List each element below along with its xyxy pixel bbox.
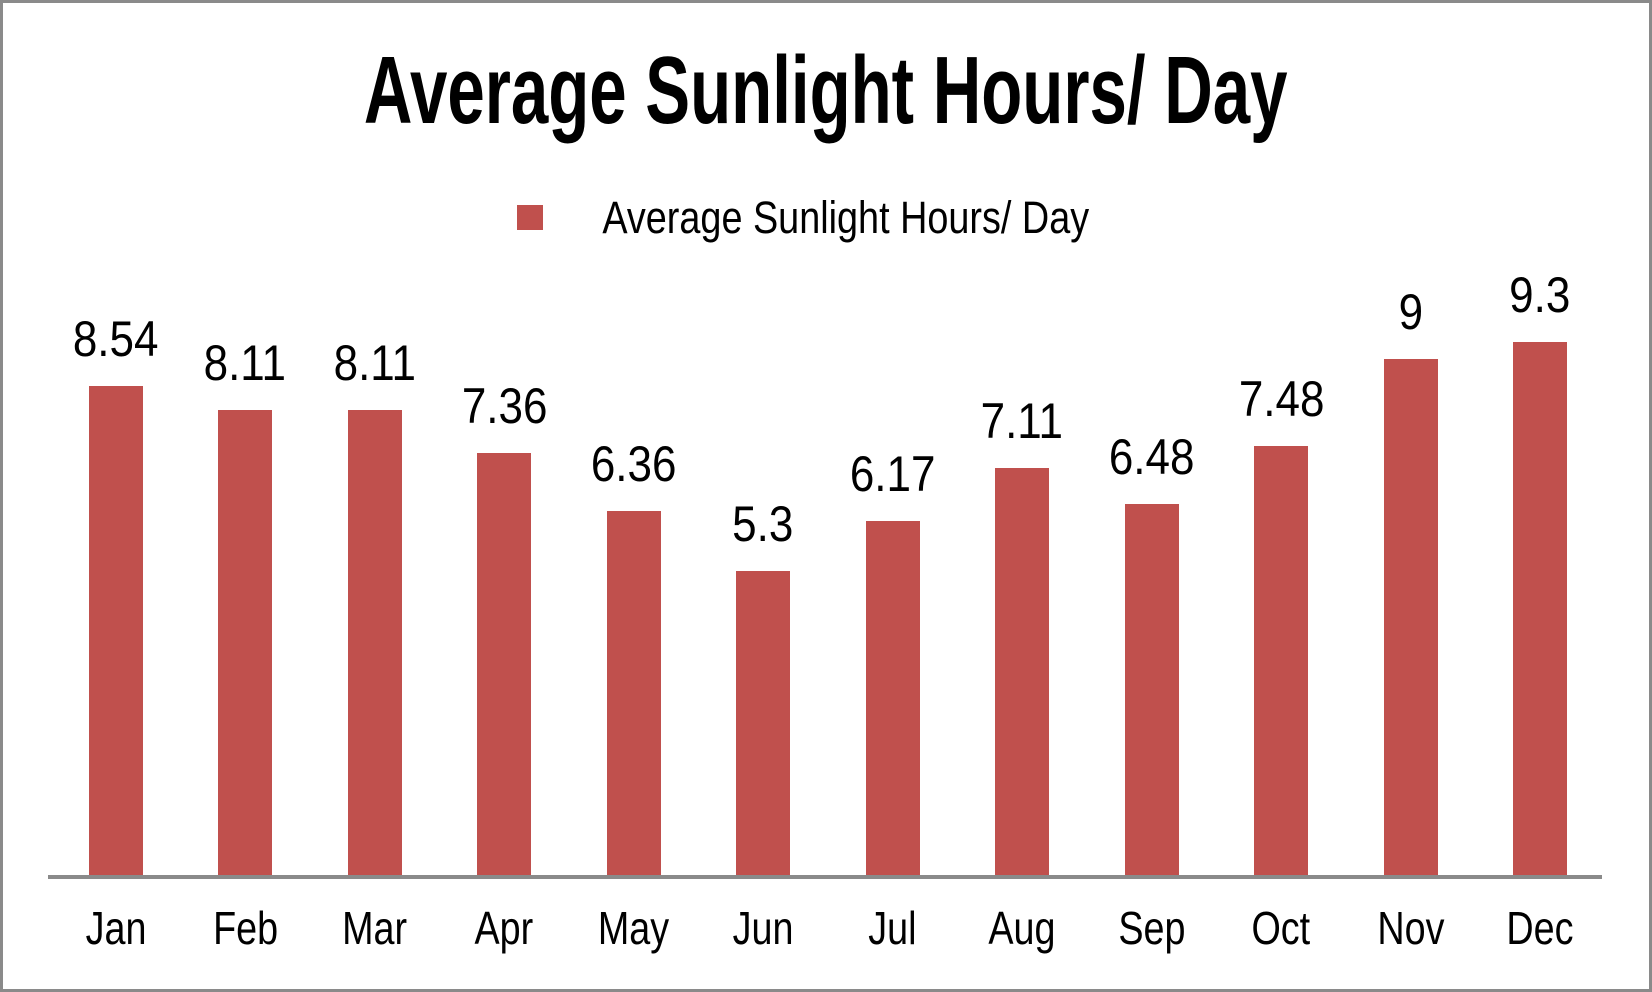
bar-column-nov: 9 <box>1346 255 1476 875</box>
bar-apr <box>477 453 532 875</box>
plot-area: 8.54 8.11 8.11 7.36 6.36 5.3 6.17 7.11 6.48 7.48 9… <box>51 255 1605 875</box>
bar-column-sep: 6.48 <box>1087 255 1217 875</box>
bar-jan <box>88 386 143 875</box>
x-axis-label-jan: Jan <box>85 902 147 954</box>
bar-column-apr: 7.36 <box>440 255 570 875</box>
x-axis-labels: Jan Feb Mar Apr May Jun Jul Aug Sep Oct Nov Dec <box>51 905 1605 951</box>
bar-aug <box>995 468 1050 875</box>
bar-jul <box>865 521 920 875</box>
chart-title: Average Sunlight Hours/ Day <box>3 43 1649 139</box>
bar-value-label: 5.3 <box>732 496 794 552</box>
bar-column-mar: 8.11 <box>310 255 440 875</box>
bar-value-label: 7.36 <box>461 378 548 434</box>
bar-column-dec: 9.3 <box>1476 255 1606 875</box>
x-axis-label-jun: Jun <box>732 902 794 954</box>
x-axis-label-mar: Mar <box>342 902 408 954</box>
x-axis-label-jul: Jul <box>868 902 917 954</box>
bar-value-label: 6.48 <box>1108 429 1195 485</box>
legend: Average Sunlight Hours/ Day <box>3 195 1649 240</box>
bar-value-label: 7.48 <box>1238 371 1325 427</box>
bar-feb <box>218 410 273 875</box>
bar-column-jul: 6.17 <box>828 255 958 875</box>
x-axis-label-may: May <box>598 902 670 954</box>
bar-nov <box>1383 359 1438 875</box>
bar-dec <box>1513 342 1568 875</box>
bar-value-label: 6.17 <box>849 446 936 502</box>
x-axis-label-sep: Sep <box>1118 902 1186 954</box>
bar-value-label: 9 <box>1398 284 1423 340</box>
x-axis-label-oct: Oct <box>1251 902 1311 954</box>
x-axis-label-feb: Feb <box>212 902 278 954</box>
bar-column-oct: 7.48 <box>1217 255 1347 875</box>
bar-may <box>606 511 661 875</box>
chart-title-text: Average Sunlight Hours/ Day <box>364 37 1288 144</box>
legend-swatch-red-square-icon <box>516 205 543 230</box>
legend-label: Average Sunlight Hours/ Day <box>602 192 1089 243</box>
x-axis-label-apr: Apr <box>474 902 534 954</box>
x-axis-label-aug: Aug <box>988 902 1056 954</box>
x-axis-line <box>48 875 1602 879</box>
bar-column-aug: 7.11 <box>958 255 1088 875</box>
bar-value-label: 8.11 <box>204 335 287 391</box>
bar-jun <box>736 571 791 875</box>
bar-sep <box>1124 504 1179 875</box>
bar-value-label: 8.11 <box>333 335 416 391</box>
bar-mar <box>347 410 402 875</box>
x-axis-label-nov: Nov <box>1377 902 1445 954</box>
bar-column-feb: 8.11 <box>181 255 311 875</box>
x-axis-label-dec: Dec <box>1506 902 1574 954</box>
bar-value-label: 8.54 <box>72 311 159 367</box>
bar-value-label: 9.3 <box>1509 267 1571 323</box>
bar-column-may: 6.36 <box>569 255 699 875</box>
bar-oct <box>1254 446 1309 875</box>
bar-column-jun: 5.3 <box>699 255 829 875</box>
bar-value-label: 6.36 <box>590 436 677 492</box>
bar-value-label: 7.11 <box>981 393 1064 449</box>
bar-column-jan: 8.54 <box>51 255 181 875</box>
